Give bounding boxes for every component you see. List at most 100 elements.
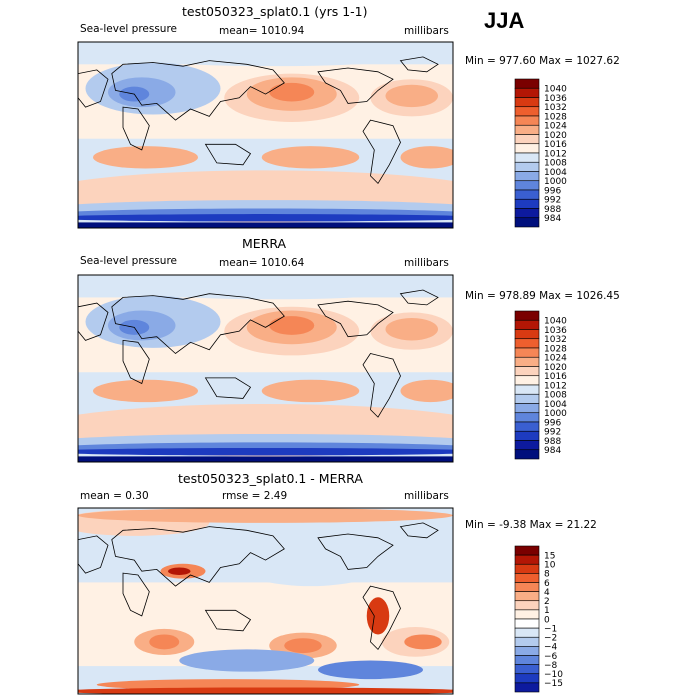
colorbar-swatch (514, 329, 540, 340)
colorbar-tick-label: −10 (544, 670, 563, 680)
colorbar-tick-label: 1020 (544, 131, 567, 141)
colorbar-tick-label: 984 (544, 446, 561, 456)
colorbar-tick-label: 1 (544, 606, 550, 616)
colorbar-tick-label: 1016 (544, 372, 567, 382)
map-panel-2 (77, 274, 454, 463)
colorbar-swatch (514, 78, 540, 89)
colorbar-tick-label: 1040 (544, 317, 567, 327)
panel-3-mean: mean = 0.30 (80, 490, 149, 502)
colorbar-swatch (514, 403, 540, 414)
colorbar-swatch (514, 449, 540, 460)
colorbar-swatch (514, 217, 540, 228)
field-contour-8 (284, 638, 322, 654)
panel-2-variable: Sea-level pressure (80, 255, 178, 267)
map-frame (77, 507, 454, 695)
coastline-3 (317, 67, 394, 104)
coastline-6 (78, 302, 109, 341)
colorbar-tick-label: 1028 (544, 112, 567, 122)
colorbar-swatch (514, 180, 540, 191)
panel-3-title: test050323_splat0.1 - MERRA (178, 471, 363, 486)
colorbar-swatch (514, 591, 540, 602)
colorbar-tick-label: 1008 (544, 391, 567, 401)
coastline-5 (399, 56, 439, 73)
coastline-1 (122, 572, 150, 617)
colorbar-tick-label: −1 (544, 624, 557, 634)
colorbar-tick-label: −4 (544, 643, 558, 653)
panel-3-minmax: Min = -9.38 Max = 21.22 (465, 519, 597, 531)
panel-1-variable: Sea-level pressure (80, 23, 178, 35)
field-contour-8 (385, 84, 438, 108)
colorbar-swatch (514, 563, 540, 574)
coastline-0 (111, 293, 285, 355)
colorbar-tick-label: 1004 (544, 400, 567, 410)
colorbar-swatch (514, 627, 540, 638)
colorbar-swatch (514, 356, 540, 367)
coastline-5 (399, 289, 439, 306)
colorbar-swatch (514, 134, 540, 145)
colorbar-swatch (514, 198, 540, 209)
colorbar-tick-label: 1036 (544, 94, 567, 104)
map-panel-1 (77, 41, 454, 229)
colorbar-swatch (514, 618, 540, 629)
coastline-6 (78, 69, 109, 108)
colorbar-tick-label: 988 (544, 205, 561, 215)
colorbar-swatch (514, 393, 540, 404)
colorbar-swatch (514, 545, 540, 556)
colorbar-swatch (514, 421, 540, 432)
colorbar-swatch (514, 189, 540, 200)
colorbar-tick-label: 1028 (544, 344, 567, 354)
panel-1-mean: mean= 1010.94 (219, 25, 305, 37)
coastline-0 (111, 526, 285, 587)
colorbar-tick-label: −8 (544, 661, 558, 671)
colorbar-swatch (514, 152, 540, 163)
colorbar-tick-label: 988 (544, 437, 561, 447)
colorbar-tick-label: 992 (544, 428, 561, 438)
colorbar-swatch (514, 682, 540, 693)
coastline-2 (204, 609, 252, 632)
field-contour-11 (366, 597, 390, 635)
colorbar-swatch (514, 646, 540, 656)
coastline-3 (317, 300, 394, 338)
field-contour-6 (149, 634, 180, 650)
field-contour-8 (385, 318, 438, 341)
colorbar-tick-label: 1040 (544, 85, 567, 95)
panel-2-minmax: Min = 978.89 Max = 1026.45 (465, 290, 620, 302)
colorbar-tick-label: −6 (544, 652, 558, 662)
coastline-4 (362, 353, 401, 418)
coastline-5 (399, 522, 439, 539)
field-contour-2 (261, 146, 360, 169)
colorbar-swatch (514, 208, 540, 219)
colorbar-swatch (514, 124, 540, 135)
colorbar-tick-label: 0 (544, 615, 550, 625)
colorbar-tick-label: 996 (544, 418, 561, 428)
colorbar-swatch (514, 600, 540, 611)
colorbar-swatch (514, 609, 540, 620)
colorbar-swatch (514, 319, 540, 330)
coastline-3 (317, 533, 394, 570)
colorbar-tick-label: 1000 (544, 409, 567, 419)
map-frame (77, 41, 454, 229)
colorbar-swatch (514, 554, 540, 565)
colorbar-tick-label: 992 (544, 196, 561, 206)
colorbar-tick-label: 1012 (544, 381, 567, 391)
colorbar-tick-label: −15 (544, 679, 563, 689)
panel-1-units: millibars (404, 25, 449, 37)
colorbar-2: 1040103610321028102410201016101210081004… (514, 310, 567, 460)
coastline-2 (204, 143, 252, 166)
colorbar-swatch (514, 115, 540, 126)
colorbar-tick-label: 1008 (544, 159, 567, 169)
colorbar-swatch (514, 582, 540, 592)
colorbar-swatch (514, 347, 540, 358)
field-contour-1 (78, 508, 453, 523)
coastline-1 (122, 106, 150, 151)
colorbar-tick-label: 1032 (544, 335, 567, 345)
colorbar-tick-label: −2 (544, 634, 557, 644)
colorbar-swatch (514, 171, 540, 182)
field-contour-12 (123, 43, 423, 67)
colorbar-swatch (514, 87, 540, 98)
field-contour-10 (404, 634, 442, 650)
coastline-4 (362, 585, 401, 651)
panel-2-title: MERRA (242, 236, 287, 251)
panel-3-units: millibars (404, 490, 449, 502)
field-contour-3 (400, 379, 453, 403)
